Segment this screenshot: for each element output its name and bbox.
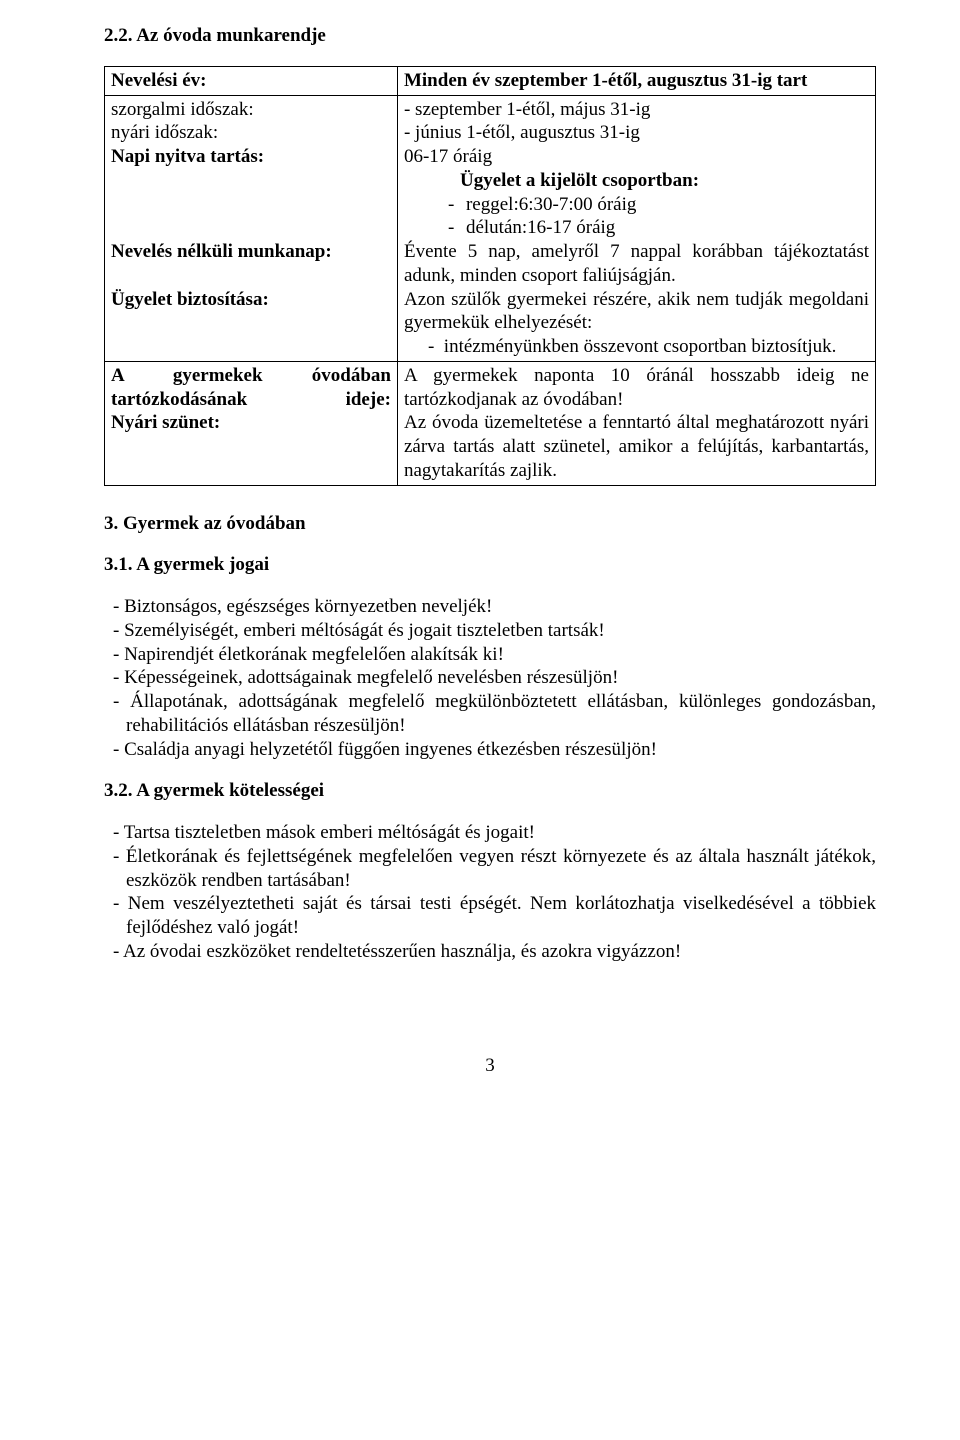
row2-left-l4: Nevelés nélküli munkanap: [111, 240, 391, 264]
row2-right-l7: Évente 5 nap, amelyről 7 nappal korábban… [404, 240, 869, 288]
list-item: Tartsa tiszteletben mások emberi méltósá… [104, 821, 876, 845]
schedule-table: Nevelési év: Minden év szeptember 1-étől… [104, 66, 876, 486]
list-item: Képességeinek, adottságainak megfelelő n… [104, 666, 876, 690]
heading-3-2: 3.2. A gyermek kötelességei [104, 779, 876, 803]
row2-right-l5: reggel:6:30-7:00 óráig [466, 193, 869, 217]
table-row: Nevelési év: Minden év szeptember 1-étől… [105, 66, 876, 95]
row2-right-l4: Ügyelet a kijelölt csoportban: [404, 169, 869, 193]
row2-right-l6: délután:16-17 óráig [466, 216, 869, 240]
row2-right-l8: Azon szülők gyermekei részére, akik nem … [404, 288, 869, 336]
row2-left-l5: Ügyelet biztosítása: [111, 288, 391, 312]
row1-value: Minden év szeptember 1-étől, augusztus 3… [404, 70, 807, 91]
list-item: Állapotának, adottságának megfelelő megk… [104, 690, 876, 738]
row3-right-l1: A gyermekek naponta 10 óránál hosszabb i… [404, 364, 869, 412]
table-row: A gyermekek óvodában tartózkodásának ide… [105, 361, 876, 485]
row2-left-l1: szorgalmi időszak: [111, 98, 391, 122]
list-item: Nem veszélyeztetheti saját és társai tes… [104, 892, 876, 940]
row2-right-l3: 06-17 óráig [404, 145, 869, 169]
row3-left-l2: Nyári szünet: [111, 411, 391, 435]
row2-left-l3: Napi nyitva tartás: [111, 145, 391, 169]
list-item: Életkorának és fejlettségének megfelelőe… [104, 845, 876, 893]
heading-2-2: 2.2. Az óvoda munkarendje [104, 24, 876, 48]
heading-3: 3. Gyermek az óvodában [104, 512, 876, 536]
row2-left-l2: nyári időszak: [111, 121, 391, 145]
row3-right-l2: Az óvoda üzemeltetése a fenntartó által … [404, 411, 869, 482]
document-page: 2.2. Az óvoda munkarendje Nevelési év: M… [0, 0, 960, 1117]
table-row: szorgalmi időszak: nyári időszak: Napi n… [105, 95, 876, 361]
list-item: Biztonságos, egészséges környezetben nev… [104, 595, 876, 619]
list-item: Családja anyagi helyzetétől függően ingy… [104, 738, 876, 762]
page-number: 3 [104, 1054, 876, 1078]
row2-right-l1: - szeptember 1-étől, május 31-ig [404, 98, 869, 122]
row2-right-l2: - június 1-étől, augusztus 31-ig [404, 121, 869, 145]
list-item: Napirendjét életkorának megfelelően alak… [104, 643, 876, 667]
row2-right-l9: - intézményünkben összevont csoportban b… [404, 335, 869, 359]
list-item: Az óvodai eszközöket rendeltetésszerűen … [104, 940, 876, 964]
row1-label: Nevelési év: [111, 70, 206, 91]
heading-3-1: 3.1. A gyermek jogai [104, 553, 876, 577]
list-3-2: Tartsa tiszteletben mások emberi méltósá… [104, 821, 876, 964]
list-item: Személyiségét, emberi méltóságát és joga… [104, 619, 876, 643]
list-3-1: Biztonságos, egészséges környezetben nev… [104, 595, 876, 761]
row3-left-l1: A gyermekek óvodában tartózkodásának ide… [111, 364, 391, 412]
